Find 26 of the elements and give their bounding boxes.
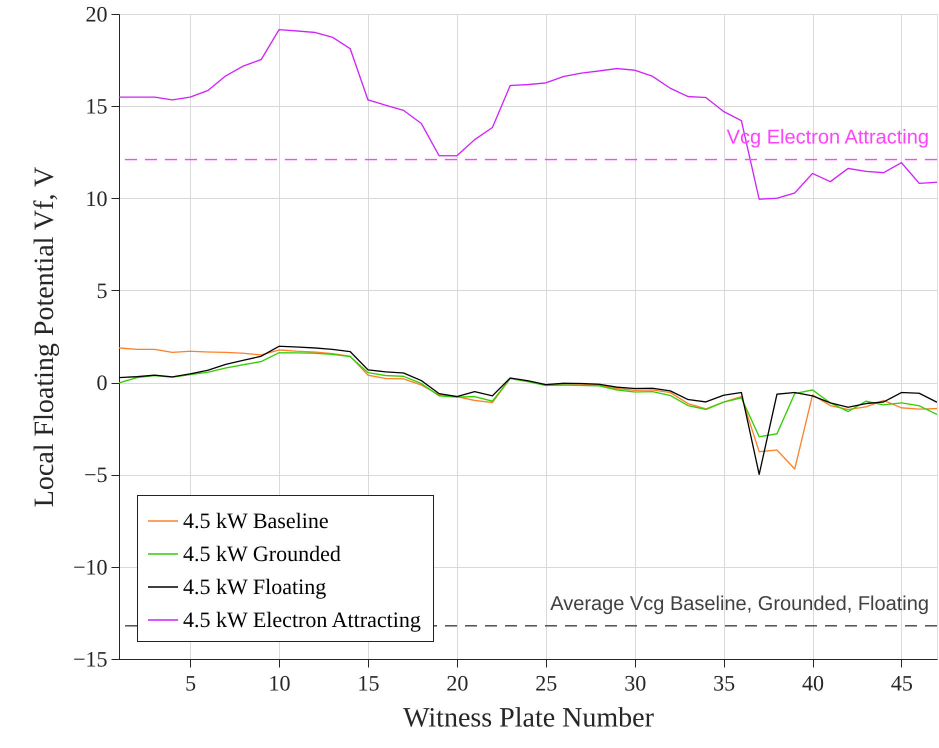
x-tick-label: 10 [268, 670, 291, 696]
legend-label: 4.5 kW Floating [183, 574, 326, 599]
x-tick-label: 30 [624, 670, 646, 696]
x-tick-label: 35 [713, 670, 736, 696]
line-series [119, 29, 937, 200]
legend-label: 4.5 kW Baseline [183, 508, 329, 533]
y-tick-label: 15 [86, 94, 108, 119]
y-tick-label: 10 [86, 186, 108, 211]
y-tick-label: −5 [84, 462, 108, 488]
y-tick-label: 0 [96, 370, 108, 396]
y-tick-label: 5 [96, 278, 108, 303]
ref-line-label: Average Vcg Baseline, Grounded, Floating [550, 592, 929, 615]
y-tick-label: −15 [73, 646, 108, 672]
line-series [119, 352, 937, 438]
y-axis-title: Local Floating Potential Vf, V [29, 166, 60, 508]
x-axis-title: Witness Plate Number [403, 702, 655, 734]
x-tick-label: 25 [535, 670, 558, 696]
x-tick-label: 20 [446, 670, 468, 696]
y-tick-label: 20 [86, 2, 108, 26]
y-tick-label: −10 [73, 554, 108, 580]
x-tick-label: 5 [185, 670, 196, 696]
legend-label: 4.5 kW Grounded [183, 541, 341, 566]
x-tick-label: 45 [890, 670, 913, 696]
legend-label: 4.5 kW Electron Attracting [183, 607, 421, 632]
x-tick-label: 15 [357, 670, 380, 696]
x-tick-label: 40 [802, 670, 824, 696]
